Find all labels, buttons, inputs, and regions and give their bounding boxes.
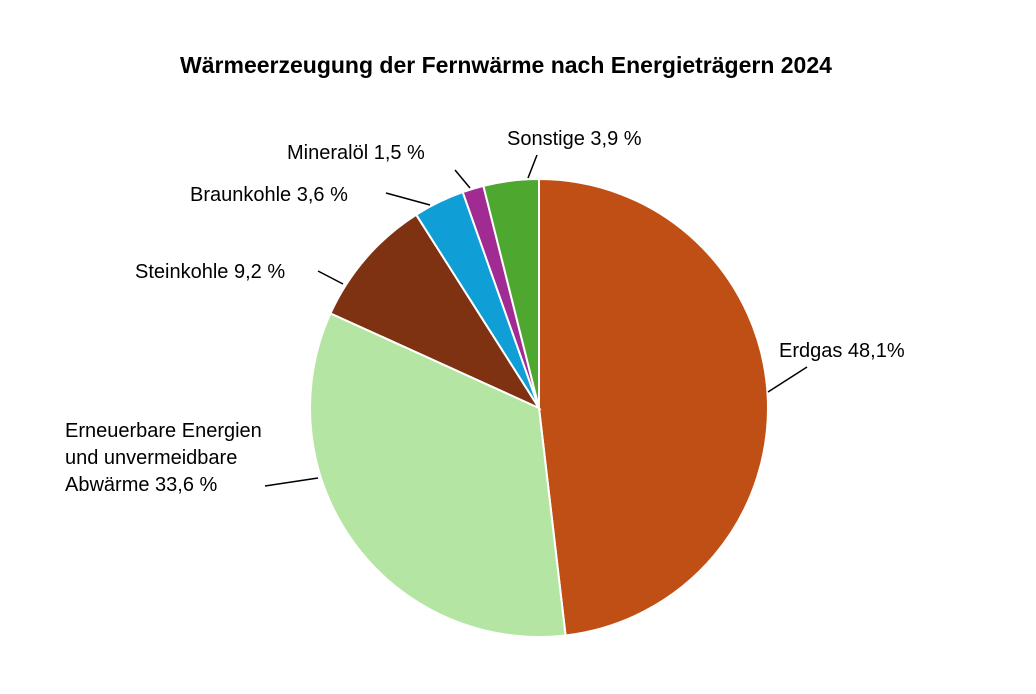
slice-label-line: und unvermeidbare	[65, 447, 237, 469]
leader-line-6	[527, 154, 538, 179]
leader-line-2	[264, 477, 319, 487]
slice-label-line: Braunkohle 3,6 %	[190, 184, 348, 206]
slice-label-line: Steinkohle 9,2 %	[135, 261, 285, 283]
leader-line-5	[454, 169, 471, 189]
leader-line-3	[317, 270, 344, 285]
pie-slice-2	[309, 312, 567, 638]
chart-title: Wärmeerzeugung der Fernwärme nach Energi…	[180, 52, 832, 78]
slice-label-line: Mineralöl 1,5 %	[287, 142, 425, 164]
leader-line-1	[767, 366, 808, 393]
slice-label-6: Sonstige 3,9 %	[507, 128, 642, 150]
slice-label-line: Erdgas 48,1%	[779, 340, 905, 362]
slice-label-4: Braunkohle 3,6 %	[190, 184, 348, 206]
slice-label-3: Steinkohle 9,2 %	[135, 261, 285, 283]
slice-label-1: Erdgas 48,1%	[779, 340, 905, 362]
pie-slice-3	[329, 213, 542, 411]
slice-label-5: Mineralöl 1,5 %	[287, 142, 425, 164]
slice-label-line: Sonstige 3,9 %	[507, 128, 642, 150]
pie-slice-1	[538, 177, 769, 637]
pie-slice-6	[482, 177, 540, 409]
slice-label-2: Erneuerbare Energien und unvermeidbare Abw…	[65, 420, 262, 496]
leader-line-4	[385, 192, 431, 206]
slice-label-line: Erneuerbare Energien	[65, 420, 262, 442]
slice-label-line: Abwärme 33,6 %	[65, 474, 218, 496]
